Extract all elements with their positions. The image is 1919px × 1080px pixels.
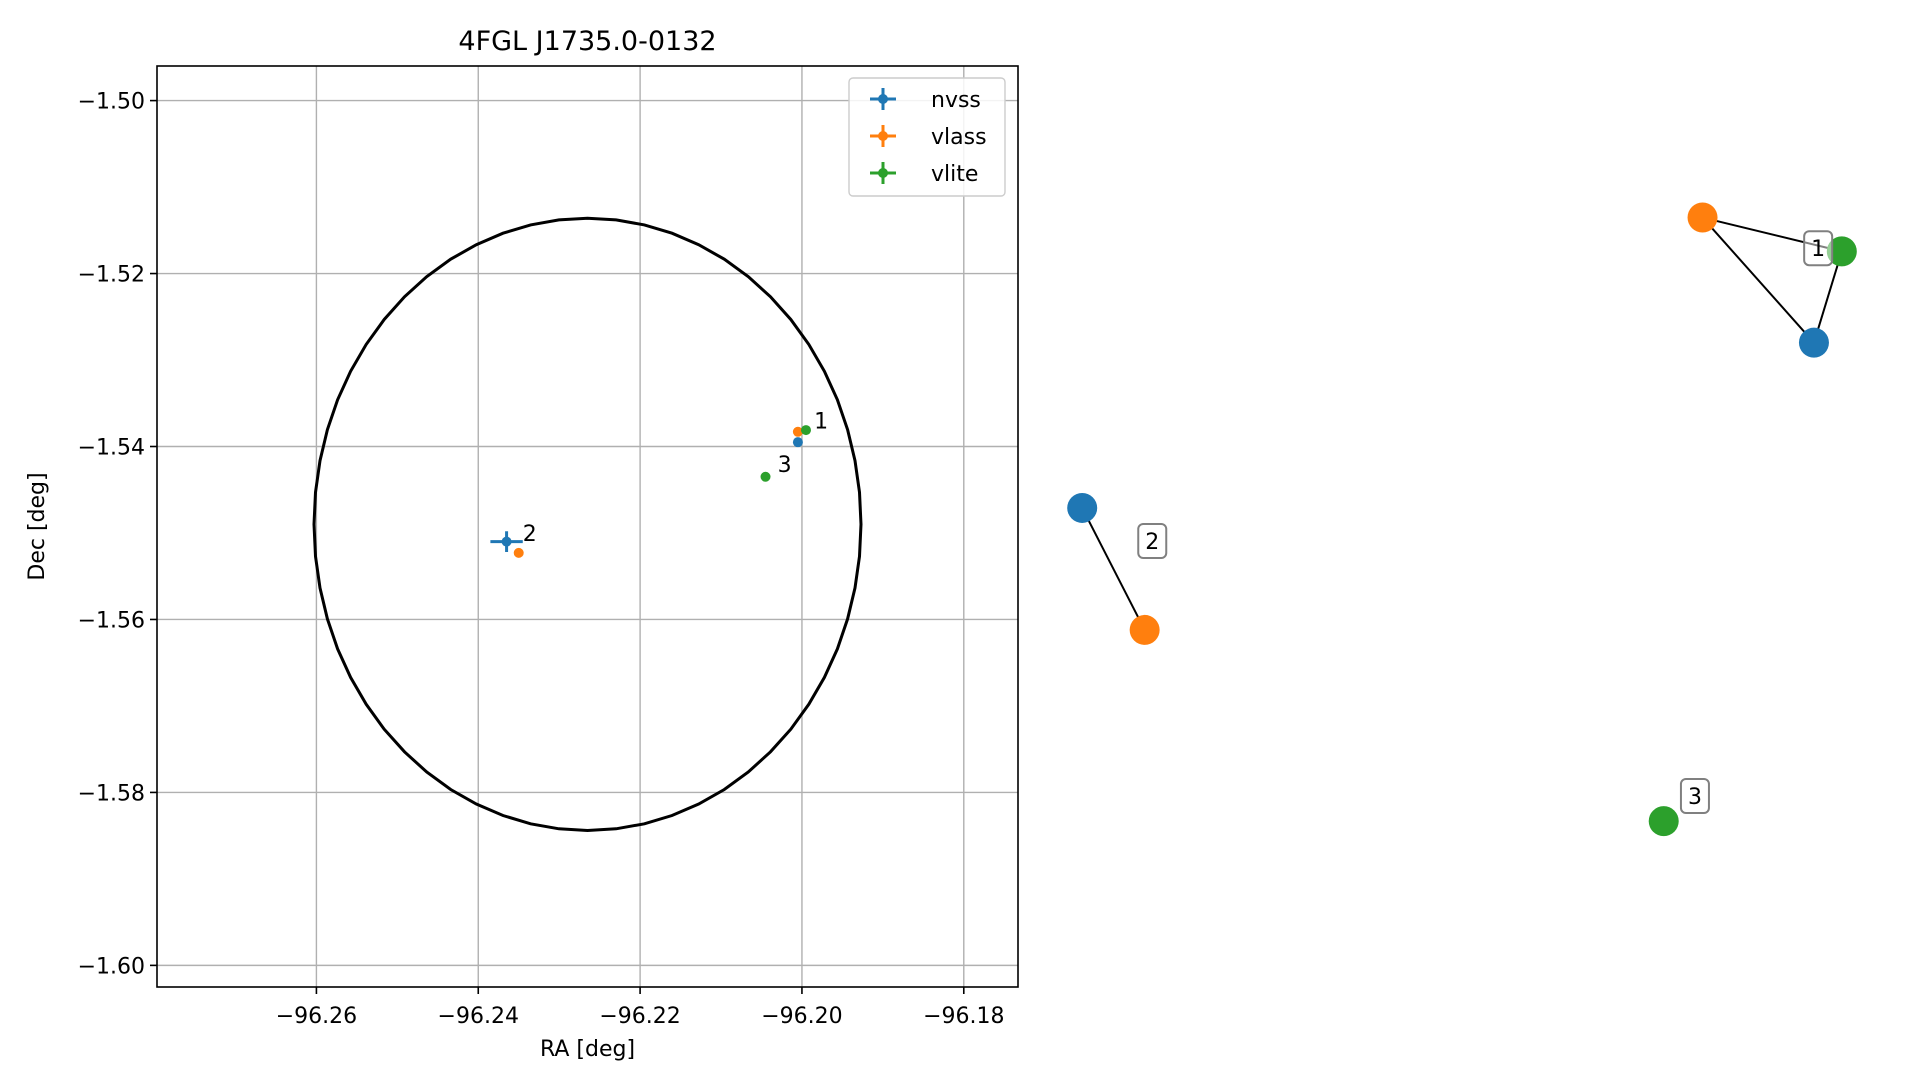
legend-marker-dot bbox=[878, 94, 888, 104]
legend-entry-vlass: vlass bbox=[870, 125, 987, 150]
nvss-point bbox=[792, 437, 803, 448]
chart-title: 4FGL J1735.0-0132 bbox=[458, 26, 716, 57]
legend: nvss vlass vlite bbox=[848, 77, 1006, 197]
y-tick-label: −1.60 bbox=[78, 954, 145, 979]
x-tick-label: −96.26 bbox=[276, 1004, 357, 1029]
graph-node-nvss-2 bbox=[1067, 492, 1098, 523]
point-annotation: 2 bbox=[523, 522, 537, 547]
graph-label: 3 bbox=[1679, 777, 1710, 814]
graph-edge bbox=[1701, 216, 1815, 344]
legend-entry-vlite: vlite bbox=[870, 162, 978, 187]
graph-nodes bbox=[1067, 202, 1857, 837]
legend-label: vlite bbox=[931, 162, 978, 187]
legend-box bbox=[848, 77, 1006, 197]
graph-node-vlass-2 bbox=[1129, 614, 1160, 645]
x-tick-label: −96.24 bbox=[438, 1004, 519, 1029]
graph-node-vlite-1 bbox=[1826, 236, 1857, 267]
y-tick-label: −1.52 bbox=[78, 263, 145, 288]
graph-label-text: 1 bbox=[1811, 237, 1825, 262]
point-annotations: 1 2 3 bbox=[523, 410, 828, 547]
y-tick-label: −1.56 bbox=[78, 608, 145, 633]
graph-labels: 1 2 3 bbox=[1137, 230, 1834, 814]
vlass-point bbox=[792, 426, 803, 437]
graph-label: 2 bbox=[1137, 522, 1168, 559]
point-annotation: 1 bbox=[814, 410, 828, 435]
legend-label: nvss bbox=[931, 88, 981, 113]
graph-label-box bbox=[1803, 230, 1834, 267]
y-tick-label: −1.58 bbox=[78, 781, 145, 806]
graph-edge bbox=[1812, 251, 1843, 343]
x-axis-label: RA [deg] bbox=[540, 1037, 635, 1062]
graph-label-box bbox=[1137, 522, 1168, 559]
legend-marker-dot bbox=[878, 168, 888, 178]
graph-node-vlass-1 bbox=[1687, 202, 1718, 233]
legend-label: vlass bbox=[931, 125, 987, 150]
grid bbox=[157, 66, 1018, 987]
nvss-point bbox=[501, 536, 512, 547]
y-tick-label: −1.50 bbox=[78, 90, 145, 115]
point-annotation: 3 bbox=[778, 453, 792, 478]
y-axis-label: Dec [deg] bbox=[25, 472, 50, 580]
sky-plot: 123 −96.26 −96.24 −96.22 −96.20 −96.18−1.50−… bbox=[25, 26, 1019, 1062]
network-graph: 1 2 3 bbox=[1067, 202, 1857, 837]
graph-label-text: 3 bbox=[1688, 785, 1702, 810]
legend-entry-nvss: nvss bbox=[870, 88, 981, 113]
graph-node-vlite-3 bbox=[1648, 806, 1679, 837]
graph-edges bbox=[1081, 216, 1843, 631]
vlite-point bbox=[800, 425, 811, 436]
x-tick-label: −96.18 bbox=[923, 1004, 1004, 1029]
x-tick-label: −96.22 bbox=[599, 1004, 680, 1029]
axis-ticks: −96.26 −96.24 −96.22 −96.20 −96.18 −1.50 −1.52… bbox=[78, 90, 1005, 1029]
graph-label: 1 bbox=[1803, 230, 1834, 267]
graph-edge bbox=[1081, 507, 1146, 631]
plot-frame bbox=[156, 65, 1019, 988]
x-tick-label: −96.20 bbox=[761, 1004, 842, 1029]
data-points bbox=[490, 425, 811, 558]
graph-label-text: 2 bbox=[1145, 530, 1159, 555]
graph-node-nvss-1 bbox=[1798, 327, 1829, 358]
legend-marker-dot bbox=[878, 131, 888, 141]
vlass-point bbox=[513, 547, 524, 558]
y-tick-label: −1.54 bbox=[78, 436, 145, 461]
vlite-point bbox=[760, 471, 771, 482]
error-ellipse bbox=[312, 216, 863, 833]
graph-label-box bbox=[1679, 777, 1710, 814]
